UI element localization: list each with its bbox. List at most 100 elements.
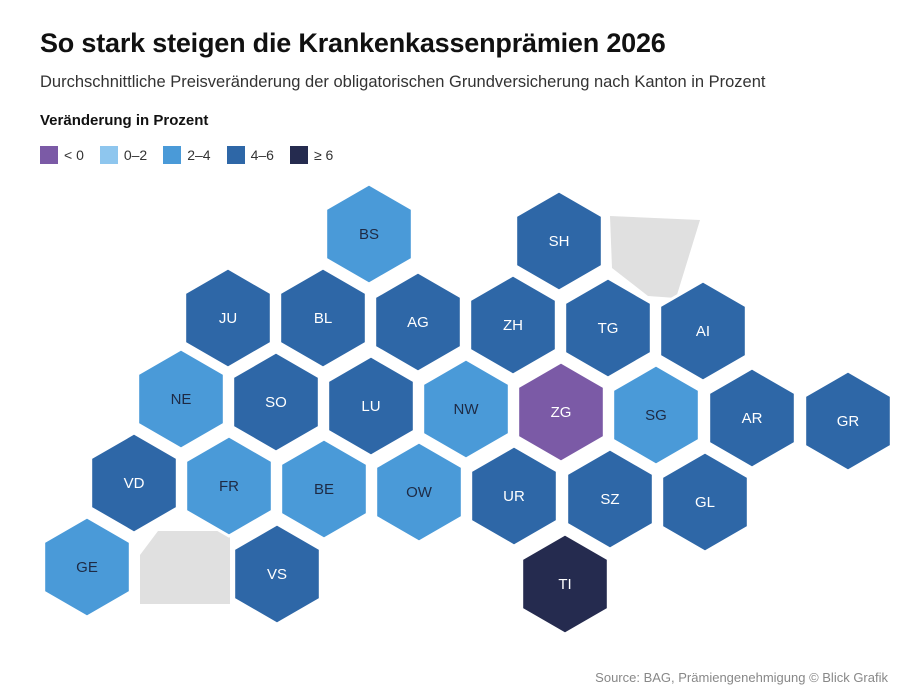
chart-subtitle: Durchschnittliche Preisveränderung der o… <box>40 73 766 91</box>
legend-item-ge6: ≥ 6 <box>289 146 334 164</box>
canton-hex-shape[interactable] <box>42 515 132 619</box>
legend-item-0-2: 0–2 <box>99 146 148 164</box>
canton-hex-shape[interactable] <box>658 279 748 383</box>
legend-label-4-6: 4–6 <box>250 147 274 163</box>
canton-hex-shape[interactable] <box>373 270 463 374</box>
canton-label: TG <box>598 320 619 337</box>
canton-label: SZ <box>600 491 619 508</box>
canton-hex-shape[interactable] <box>184 434 274 538</box>
canton-hex-nw[interactable]: NW <box>421 357 511 461</box>
canton-hex-ow[interactable]: OW <box>374 440 464 544</box>
canton-hex-tg[interactable]: TG <box>563 276 653 380</box>
canton-label: GR <box>837 413 860 430</box>
canton-hex-shape[interactable] <box>520 532 610 636</box>
legend-item-lt0: < 0 <box>40 146 84 164</box>
canton-hex-ag[interactable]: AG <box>373 270 463 374</box>
canton-hex-shape[interactable] <box>324 182 414 286</box>
canton-hex-shape[interactable] <box>231 350 321 454</box>
legend-label-ge6: ≥ 6 <box>313 147 334 163</box>
legend: < 0 0–2 2–4 4–6 ≥ 6 <box>40 146 349 164</box>
canton-hex-so[interactable]: SO <box>231 350 321 454</box>
canton-label: AR <box>742 410 763 427</box>
canton-label: GL <box>695 494 715 511</box>
canton-hex-ai[interactable]: AI <box>658 279 748 383</box>
canton-hex-lu[interactable]: LU <box>326 354 416 458</box>
canton-hex-shape[interactable] <box>565 447 655 551</box>
canton-label: OW <box>406 484 433 501</box>
canton-hex-shape[interactable] <box>516 360 606 464</box>
source-credit: Source: BAG, Prämiengenehmigung © Blick … <box>595 670 888 685</box>
canton-label: NE <box>171 391 192 408</box>
canton-label: SG <box>645 407 667 424</box>
canton-hex-ne[interactable]: NE <box>136 347 226 451</box>
canton-label: SH <box>549 233 570 250</box>
chart-title: So stark steigen die Krankenkassenprämie… <box>40 28 666 58</box>
placeholder-tile-northeast <box>610 216 700 298</box>
legend-title: Veränderung in Prozent <box>40 112 209 129</box>
canton-label: FR <box>219 478 239 495</box>
canton-label: LU <box>361 398 380 415</box>
canton-hex-bl[interactable]: BL <box>278 266 368 370</box>
canton-hex-ge[interactable]: GE <box>42 515 132 619</box>
canton-hex-vs[interactable]: VS <box>232 522 322 626</box>
legend-label-0-2: 0–2 <box>123 147 148 163</box>
canton-hex-be[interactable]: BE <box>279 437 369 541</box>
canton-hex-bs[interactable]: BS <box>324 182 414 286</box>
canton-hex-shape[interactable] <box>468 273 558 377</box>
canton-hex-sz[interactable]: SZ <box>565 447 655 551</box>
canton-label: SO <box>265 394 287 411</box>
canton-label: BL <box>314 310 332 327</box>
canton-hex-shape[interactable] <box>89 431 179 535</box>
canton-label: TI <box>558 576 571 593</box>
canton-label: VS <box>267 566 287 583</box>
canton-hex-shape[interactable] <box>279 437 369 541</box>
legend-label-2-4: 2–4 <box>187 147 211 163</box>
canton-label: NW <box>454 401 480 418</box>
canton-hex-shape[interactable] <box>803 369 893 473</box>
canton-label: BE <box>314 481 334 498</box>
canton-label: UR <box>503 488 525 505</box>
canton-hex-shape[interactable] <box>374 440 464 544</box>
legend-swatch-ge6 <box>289 146 308 164</box>
canton-label: BS <box>359 226 379 243</box>
canton-label: ZG <box>551 404 572 421</box>
canton-label: AG <box>407 314 429 331</box>
canton-hex-vd[interactable]: VD <box>89 431 179 535</box>
canton-hex-shape[interactable] <box>232 522 322 626</box>
legend-swatch-2-4 <box>163 146 182 164</box>
canton-hex-ar[interactable]: AR <box>707 366 797 470</box>
canton-hex-shape[interactable] <box>514 189 604 293</box>
canton-hex-shape[interactable] <box>660 450 750 554</box>
legend-item-4-6: 4–6 <box>226 146 274 164</box>
canton-hex-gl[interactable]: GL <box>660 450 750 554</box>
canton-hex-shape[interactable] <box>183 266 273 370</box>
legend-swatch-lt0 <box>40 146 58 164</box>
legend-item-2-4: 2–4 <box>163 146 211 164</box>
canton-hex-fr[interactable]: FR <box>184 434 274 538</box>
canton-hex-sh[interactable]: SH <box>514 189 604 293</box>
canton-hex-shape[interactable] <box>707 366 797 470</box>
canton-hex-ju[interactable]: JU <box>183 266 273 370</box>
canton-label: ZH <box>503 317 523 334</box>
legend-swatch-4-6 <box>226 146 245 164</box>
canton-hex-shape[interactable] <box>421 357 511 461</box>
canton-hex-ti[interactable]: TI <box>520 532 610 636</box>
canton-hex-shape[interactable] <box>278 266 368 370</box>
canton-hex-zg[interactable]: ZG <box>516 360 606 464</box>
canton-hex-zh[interactable]: ZH <box>468 273 558 377</box>
canton-label: JU <box>219 310 237 327</box>
canton-label: AI <box>696 323 710 340</box>
canton-hex-shape[interactable] <box>326 354 416 458</box>
legend-label-lt0: < 0 <box>64 147 84 163</box>
canton-label: GE <box>76 559 98 576</box>
canton-hex-ur[interactable]: UR <box>469 444 559 548</box>
canton-hex-shape[interactable] <box>563 276 653 380</box>
legend-swatch-0-2 <box>99 146 118 164</box>
canton-hex-gr[interactable]: GR <box>803 369 893 473</box>
placeholder-tile-southwest <box>140 531 230 604</box>
canton-hex-shape[interactable] <box>469 444 559 548</box>
canton-hex-sg[interactable]: SG <box>611 363 701 467</box>
canton-hex-shape[interactable] <box>136 347 226 451</box>
canton-hex-shape[interactable] <box>611 363 701 467</box>
